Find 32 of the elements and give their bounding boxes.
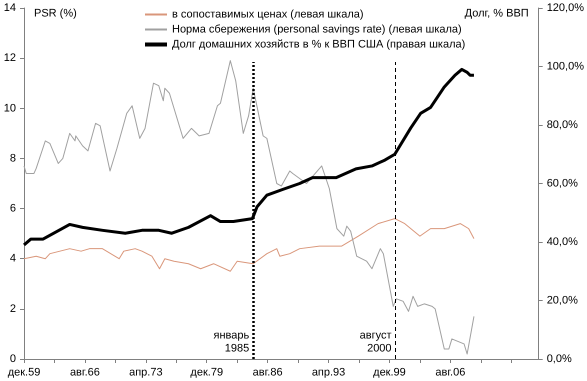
y-tick-label: 12 — [4, 52, 16, 64]
x-tick-label: дек.59 — [8, 366, 40, 378]
y2-tick-label: 0,0% — [546, 353, 572, 365]
y-tick-label: 6 — [10, 202, 16, 215]
y2-tick-label: 120,0% — [546, 2, 584, 14]
y-tick-label: 8 — [10, 152, 16, 164]
y2-tick-label: 20,0% — [546, 294, 578, 306]
x-tick-label: авг.86 — [252, 366, 283, 378]
y-tick-label: 4 — [10, 252, 16, 265]
line-series — [24, 60, 474, 354]
y-axis-title: PSR (%) — [34, 8, 77, 20]
ref-line-label: август 2000 — [360, 330, 392, 354]
legend-label: в сопоставимых ценах (левая шкала) — [172, 8, 364, 20]
ref-line-label: январь 1985 — [213, 330, 250, 354]
legend-label: Норма сбережения (personal savings rate) (левая шкала) — [172, 24, 462, 36]
x-tick-label: авг.66 — [70, 366, 100, 378]
y2-tick-label: 40,0% — [546, 236, 578, 248]
y-tick-label: 14 — [4, 2, 16, 14]
y-tick-label: 10 — [4, 102, 16, 114]
x-tick-label: апр.73 — [129, 366, 163, 378]
legend-label: Долг домашних хозяйств в % к ВВП США (правая шкала) — [172, 38, 466, 50]
x-tick-label: дек.99 — [373, 366, 406, 378]
line-series — [24, 218, 474, 272]
x-tick-label: авг.06 — [435, 366, 466, 378]
y2-tick-label: 60,0% — [546, 178, 578, 190]
y2-axis-title: Долг, % ВВП — [464, 8, 529, 20]
y-tick-label: 2 — [10, 302, 16, 315]
x-tick-label: апр.93 — [312, 366, 346, 378]
y-tick-label: 0 — [10, 353, 16, 365]
y2-tick-label: 80,0% — [546, 119, 578, 131]
x-tick-label: дек.79 — [190, 366, 224, 378]
y2-tick-label: 100,0% — [546, 60, 584, 72]
